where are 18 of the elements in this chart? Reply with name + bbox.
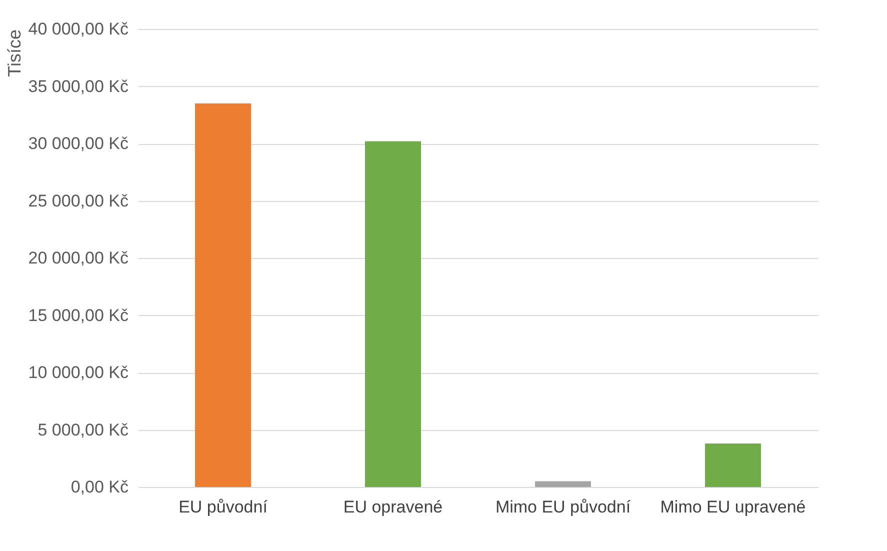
x-tick-label: EU opravené [343,498,443,516]
y-tick-label: 10 000,00 Kč [28,363,129,382]
x-tick-label: Mimo EU upravené [660,498,806,516]
y-tick-label: 15 000,00 Kč [28,306,129,325]
y-tick-label: 20 000,00 Kč [28,248,129,268]
y-tick-label: 35 000,00 Kč [28,76,129,96]
bar [535,481,591,487]
y-tick-label: 25 000,00 Kč [28,191,129,210]
y-tick-label: 5 000,00 Kč [38,420,129,440]
y-tick-label: 30 000,00 Kč [28,134,129,153]
y-axis-title: Tisíce [4,30,24,77]
x-tick-label: Mimo EU původní [495,498,631,516]
y-tick-label: 40 000,00 Kč [28,20,129,38]
y-tick-label: 0,00 Kč [70,478,129,496]
x-tick-label: EU původní [178,498,268,516]
bar [705,443,761,487]
bar [195,103,251,487]
bar [365,141,421,487]
